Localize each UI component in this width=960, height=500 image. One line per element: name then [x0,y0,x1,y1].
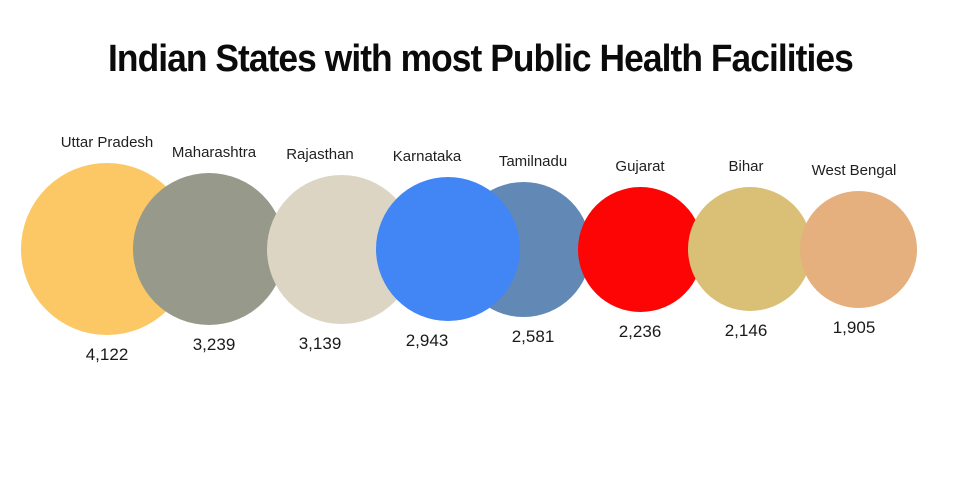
chart-title-row: Indian States with most Public Health Fa… [0,38,960,81]
bubble-value-rajasthan: 3,139 [298,333,342,353]
bubble-value-uttar-pradesh: 4,122 [85,345,129,364]
bubble-circle-maharashtra [133,173,285,325]
bubble-label-rajasthan: Rajasthan [286,145,354,163]
bubble-circle-bihar [688,187,812,311]
bubble-label-tamilnadu: Tamilnadu [498,152,568,170]
bubble-value-bihar: 2,146 [724,321,768,340]
bubble-circle-west-bengal [799,190,917,308]
bubble-label-bihar: Bihar [728,158,764,175]
bubble-value-gujarat: 2,236 [618,321,662,341]
bubble-value-maharashtra: 3,239 [192,335,236,354]
bubble-value-west-bengal: 1,905 [832,317,876,337]
bubble-label-gujarat: Gujarat [615,157,665,175]
chart-title: Indian States with most Public Health Fa… [107,38,854,80]
bubble-value-karnataka: 2,943 [405,331,449,350]
bubble-label-karnataka: Karnataka [392,148,462,165]
bubble-circle-karnataka [376,177,520,321]
bubble-label-maharashtra: Maharashtra [171,144,257,161]
bubble-circle-gujarat [577,186,703,312]
bubble-value-tamilnadu: 2,581 [511,326,555,346]
bubble-label-uttar-pradesh: Uttar Pradesh [60,134,154,151]
bubble-label-west-bengal: West Bengal [811,161,897,179]
